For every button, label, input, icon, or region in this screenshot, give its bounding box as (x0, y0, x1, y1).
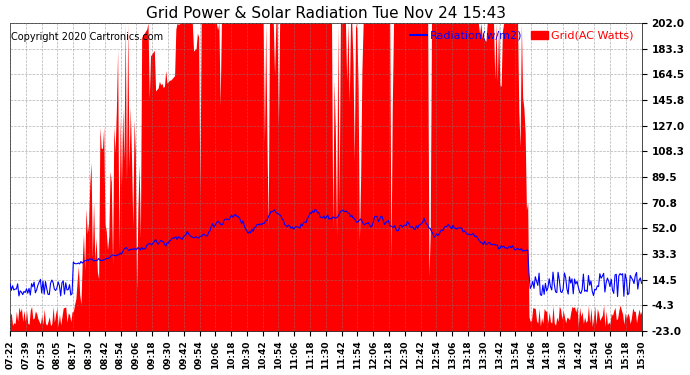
Legend: Radiation(w/m2), Grid(AC Watts): Radiation(w/m2), Grid(AC Watts) (408, 28, 636, 43)
Title: Grid Power & Solar Radiation Tue Nov 24 15:43: Grid Power & Solar Radiation Tue Nov 24 … (146, 6, 506, 21)
Text: Copyright 2020 Cartronics.com: Copyright 2020 Cartronics.com (11, 32, 164, 42)
